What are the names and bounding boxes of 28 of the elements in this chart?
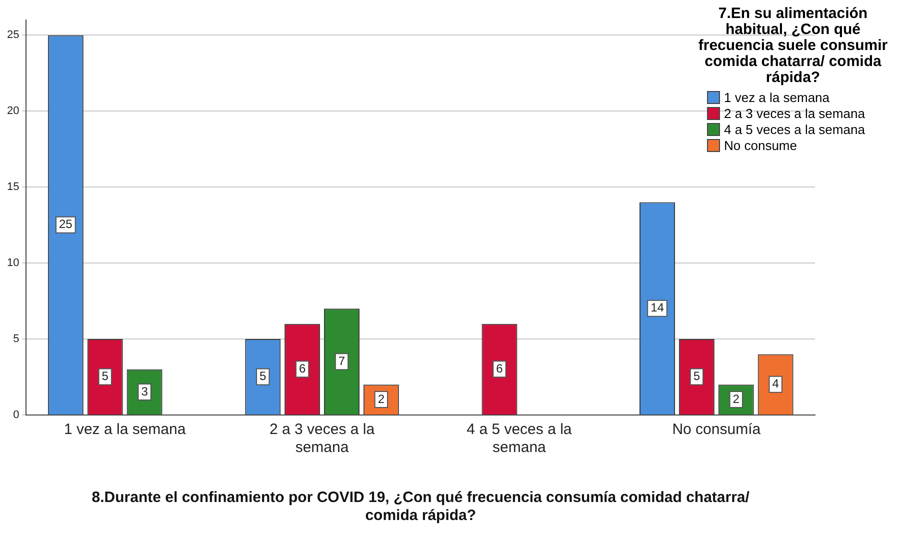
data-label: 2 (378, 392, 385, 406)
y-tick-label: 20 (6, 105, 20, 118)
x-tick-label: 1 vez a la semana (64, 421, 186, 438)
data-label: 2 (732, 392, 740, 406)
x-tick-label: 4 a 5 veces a la semana (466, 421, 572, 456)
y-tick-label: 0 (13, 409, 20, 422)
x-axis-title: 8.Durante el confinamiento por COVID 19, ¿Con qué frecuencia consumía comidad chatarra/ comida rápida? (92, 489, 750, 524)
data-label: 5 (260, 369, 267, 384)
y-tick-label: 10 (6, 257, 20, 270)
data-label: 6 (496, 361, 504, 376)
y-tick-label: 15 (6, 181, 20, 194)
data-label: 14 (650, 300, 664, 315)
data-label: 3 (141, 384, 148, 398)
x-tick-label: No consumía (672, 421, 762, 438)
y-tick-label: 25 (6, 29, 20, 42)
x-tick-label: 2 a 3 veces a la semana (269, 421, 376, 456)
data-label: 7 (338, 354, 346, 368)
legend-label: 4 a 5 veces a la semana (724, 122, 865, 137)
data-label: 6 (298, 361, 306, 376)
data-label: 5 (693, 369, 700, 384)
legend-label: 1 vez a la semana (724, 90, 830, 105)
data-label: 25 (58, 217, 73, 232)
legend-label: No consume (724, 138, 797, 153)
data-label: 4 (772, 376, 780, 391)
y-tick-label: 5 (13, 333, 20, 346)
legend-label: 2 a 3 veces a la semana (724, 106, 865, 121)
data-label: 5 (102, 369, 109, 384)
legend-title: 7.En su alimentación habitual, ¿Con qué frecuencia suele consumir comida chatarra/ comida rápida? (697, 5, 889, 86)
